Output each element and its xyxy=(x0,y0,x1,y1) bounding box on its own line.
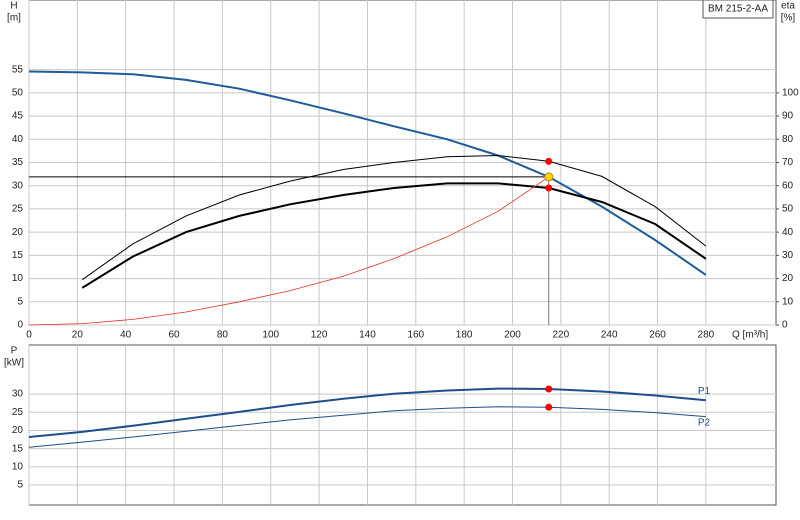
y-axis-label: H xyxy=(10,1,17,12)
x-tick-label: 180 xyxy=(456,330,473,341)
y2-tick-label: 0 xyxy=(782,320,788,331)
x-tick-label: 240 xyxy=(601,330,618,341)
point-marker xyxy=(545,385,553,393)
y-tick-label: 30 xyxy=(12,180,24,191)
y2-tick-label: 80 xyxy=(782,134,794,145)
x-tick-label: 60 xyxy=(168,330,180,341)
y2-tick-label: 40 xyxy=(782,227,794,238)
x-tick-label: 20 xyxy=(72,330,84,341)
curve xyxy=(28,387,706,438)
x-tick-label: 100 xyxy=(262,330,279,341)
y2-tick-label: 70 xyxy=(782,157,794,168)
x-tick-label: 40 xyxy=(120,330,132,341)
curve xyxy=(28,176,550,326)
x-tick-label: 260 xyxy=(649,330,666,341)
x-tick-label: 140 xyxy=(359,330,376,341)
curve xyxy=(28,70,707,276)
x-tick-label: 200 xyxy=(504,330,521,341)
y-tick-label: 25 xyxy=(12,407,24,418)
y-tick-label: 10 xyxy=(12,461,24,472)
y-axis-unit: [m] xyxy=(7,13,21,24)
y2-tick-label: 50 xyxy=(782,204,794,215)
x-tick-label: 220 xyxy=(553,330,570,341)
y-tick-label: 20 xyxy=(12,425,24,436)
y-tick-label: 25 xyxy=(12,204,24,215)
x-tick-label: 280 xyxy=(698,330,715,341)
y-tick-label: 15 xyxy=(12,250,24,261)
y-tick-label: 50 xyxy=(12,87,24,98)
y2-tick-label: 60 xyxy=(782,180,794,191)
y2-tick-label: 20 xyxy=(782,273,794,284)
y-tick-label: 5 xyxy=(17,480,23,491)
curve xyxy=(81,154,707,281)
y2-axis-label: eta xyxy=(781,1,795,12)
y-tick-label: 35 xyxy=(12,157,24,168)
y-tick-label: 30 xyxy=(12,389,24,400)
y-axis-label: P xyxy=(11,346,18,357)
plot-area xyxy=(28,344,777,506)
duty-point xyxy=(544,172,554,182)
x-tick-label: 160 xyxy=(407,330,424,341)
y-tick-label: 5 xyxy=(17,296,23,307)
x-axis-label: Q [m³/h] xyxy=(732,330,768,341)
curve xyxy=(81,182,707,289)
x-tick-label: 80 xyxy=(217,330,229,341)
y2-axis-unit: [%] xyxy=(781,13,796,24)
y-tick-label: 20 xyxy=(12,227,24,238)
y-tick-label: 10 xyxy=(12,273,24,284)
legend-label: P1 xyxy=(698,386,711,397)
legend-box xyxy=(702,0,774,19)
y2-tick-label: 100 xyxy=(782,87,799,98)
point-marker xyxy=(545,157,553,165)
product-label: BM 215-2-AA xyxy=(708,4,768,15)
y-tick-label: 45 xyxy=(12,111,24,122)
y-tick-label: 40 xyxy=(12,134,24,145)
y2-tick-label: 10 xyxy=(782,296,794,307)
point-marker xyxy=(545,184,553,192)
y-tick-label: 0 xyxy=(17,320,23,331)
point-marker xyxy=(545,403,553,411)
y-tick-label: 55 xyxy=(12,64,24,75)
y2-tick-label: 30 xyxy=(782,250,794,261)
y2-tick-label: 90 xyxy=(782,111,794,122)
y-tick-label: 15 xyxy=(12,443,24,454)
y-axis-unit: [kW] xyxy=(4,358,24,369)
legend-label: P2 xyxy=(698,417,711,428)
x-tick-label: 0 xyxy=(26,330,32,341)
x-tick-label: 120 xyxy=(311,330,328,341)
curve xyxy=(28,406,706,448)
